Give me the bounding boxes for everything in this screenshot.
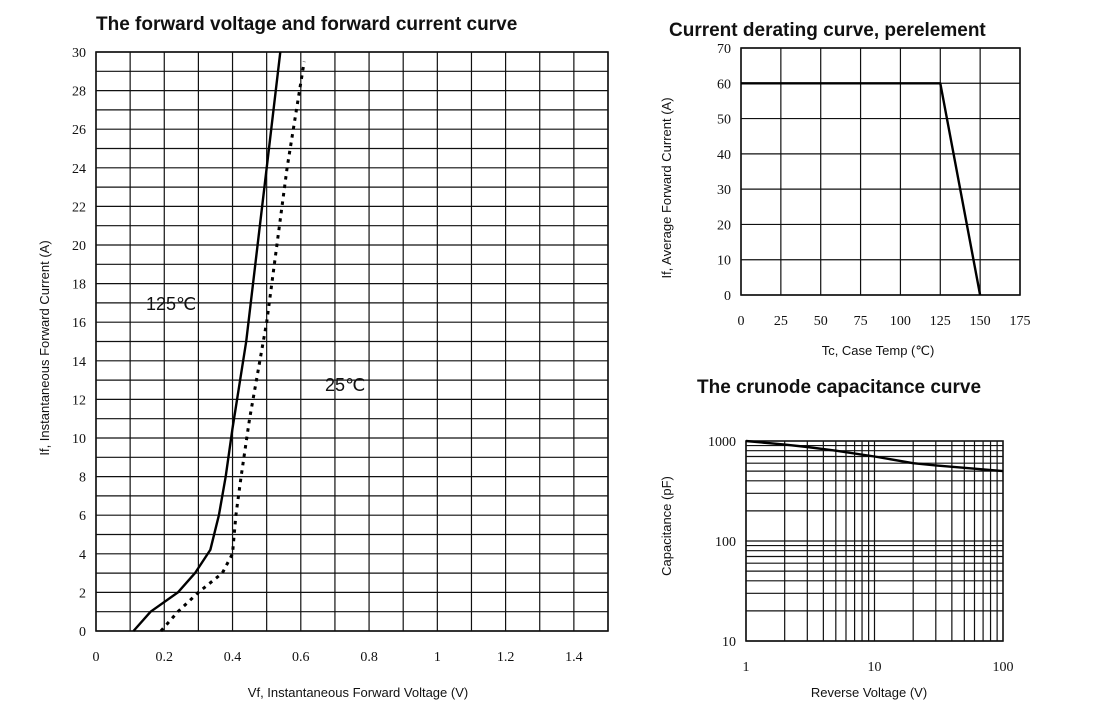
x-tick-label: 1.4: [565, 650, 583, 665]
y-tick-label: 4: [79, 548, 86, 563]
x-tick-label: 1: [743, 660, 750, 675]
y-tick-label: 0: [79, 625, 86, 640]
capacitance-curve-chart: The crunode capacitance curve 1 10 100 10 10…: [659, 377, 1014, 700]
annotation-125c: 125℃: [146, 294, 196, 314]
derating-chart-xlabel: Tc, Case Temp (℃): [822, 343, 935, 358]
derating-chart-title: Current derating curve, perelement: [669, 20, 986, 41]
derating-chart-grid: [740, 47, 1021, 296]
y-tick-label: 100: [715, 535, 736, 550]
y-tick-label: 12: [72, 393, 86, 408]
y-tick-label: 70: [717, 42, 731, 57]
x-tick-label: 75: [854, 314, 868, 329]
x-tick-label: 175: [1010, 314, 1031, 329]
annotation-25c: 25℃: [325, 375, 365, 395]
x-tick-label: 50: [814, 314, 828, 329]
y-tick-label: 30: [72, 46, 86, 61]
x-tick-label: 10: [868, 660, 882, 675]
forward-curve-chart: The forward voltage and forward current …: [37, 14, 609, 700]
x-tick-label: 0: [93, 650, 100, 665]
derating-chart-series: [741, 82, 982, 296]
y-tick-label: 40: [717, 148, 731, 163]
derating-chart-ticks: 0 25 50 75 100 125 150 175 0 10 20 30 40 50 60 70: [717, 42, 1031, 329]
y-tick-label: 2: [79, 586, 86, 601]
capacitance-chart-ylabel: Capacitance (pF): [659, 476, 674, 576]
x-tick-label: 1: [434, 650, 441, 665]
y-tick-label: 22: [72, 200, 86, 215]
series-line-fwd-0: [132, 51, 282, 632]
y-tick-label: 6: [79, 509, 86, 524]
y-tick-label: 8: [79, 471, 86, 486]
capacitance-chart-ticks: 1 10 100 10 100 1000: [708, 435, 1014, 675]
x-tick-label: 0.2: [156, 650, 174, 665]
y-tick-label: 18: [72, 278, 86, 293]
x-tick-label: 150: [970, 314, 991, 329]
series-line-fwd-1: [159, 61, 306, 632]
capacitance-chart-title: The crunode capacitance curve: [697, 377, 981, 398]
capacitance-chart-series: [745, 439, 1004, 473]
y-tick-label: 20: [72, 239, 86, 254]
plot-frame: [740, 47, 1021, 296]
x-tick-label: 100: [890, 314, 911, 329]
y-tick-label: 1000: [708, 435, 736, 450]
y-tick-label: 30: [717, 183, 731, 198]
x-tick-label: 0.4: [224, 650, 242, 665]
y-tick-label: 28: [72, 85, 86, 100]
y-tick-label: 16: [72, 316, 86, 331]
series-line-derate-0: [741, 82, 982, 296]
x-tick-label: 25: [774, 314, 788, 329]
y-tick-label: 26: [72, 123, 86, 138]
x-tick-label: 125: [930, 314, 951, 329]
series-line-cap-0: [745, 439, 1004, 473]
y-tick-label: 20: [717, 218, 731, 233]
y-tick-label: 14: [72, 355, 86, 370]
forward-chart-grid: [95, 51, 609, 632]
x-tick-label: 0.6: [292, 650, 310, 665]
y-tick-label: 60: [717, 77, 731, 92]
forward-chart-series: [132, 51, 306, 632]
plot-frame: [745, 440, 1004, 642]
forward-chart-title: The forward voltage and forward current …: [96, 14, 517, 35]
derating-curve-chart: Current derating curve, perelement 0 25 50…: [659, 20, 1031, 358]
capacitance-chart-xlabel: Reverse Voltage (V): [811, 685, 927, 700]
y-tick-label: 10: [722, 635, 736, 650]
y-tick-label: 0: [724, 289, 731, 304]
forward-chart-ylabel: If, Instantaneous Forward Current (A): [37, 240, 52, 455]
forward-chart-ticks: 0 0.2 0.4 0.6 0.8 1 1.2 1.402468101214161820222…: [72, 46, 583, 665]
derating-chart-ylabel: If, Average Forward Current (A): [659, 97, 674, 278]
y-tick-label: 10: [717, 254, 731, 269]
plot-frame: [95, 51, 609, 632]
capacitance-chart-grid: [745, 440, 1004, 642]
x-tick-label: 100: [993, 660, 1014, 675]
y-tick-label: 50: [717, 113, 731, 128]
x-tick-label: 0: [738, 314, 745, 329]
forward-chart-xlabel: Vf, Instantaneous Forward Voltage (V): [248, 685, 468, 700]
y-tick-label: 24: [72, 162, 86, 177]
y-tick-label: 10: [72, 432, 86, 447]
x-tick-label: 1.2: [497, 650, 515, 665]
x-tick-label: 0.8: [360, 650, 378, 665]
